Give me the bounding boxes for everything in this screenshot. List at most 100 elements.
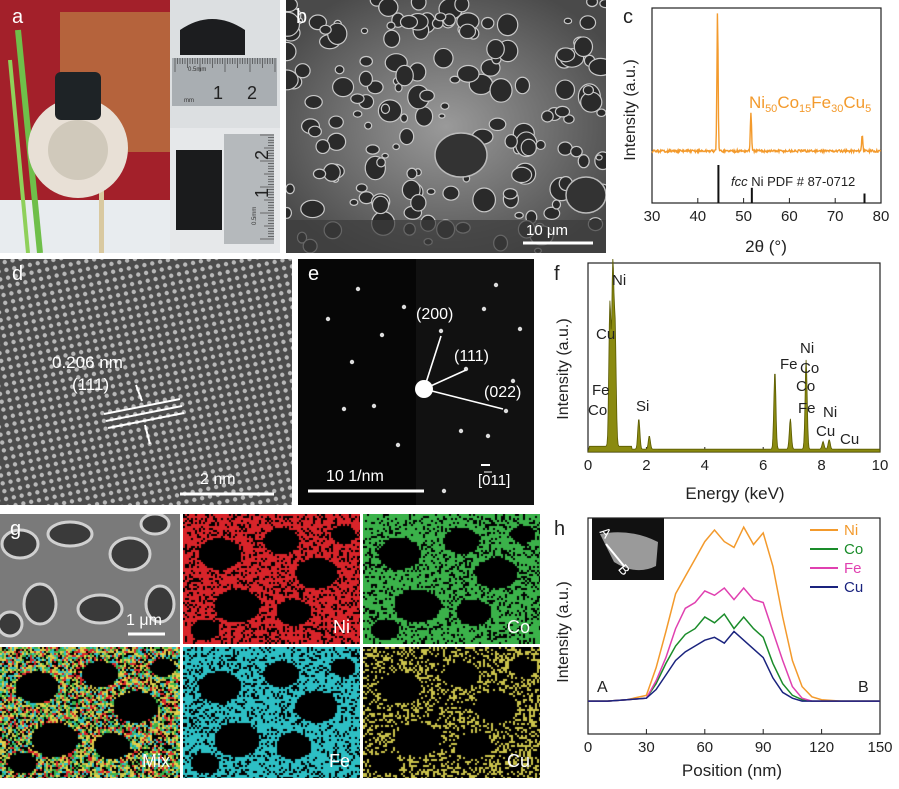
zone-axis-label: [011] bbox=[478, 472, 510, 489]
map-fe-label: Fe bbox=[328, 751, 350, 771]
spacing-arrow-top bbox=[135, 384, 143, 402]
eds-xtick-label: 8 bbox=[817, 457, 825, 474]
panel-b-sem: 10 μm b bbox=[286, 0, 606, 253]
xrd-ylabel: Intensity (a.u.) bbox=[622, 59, 639, 160]
ruler-mm-label: mm bbox=[184, 98, 194, 104]
map-ni-label: Ni bbox=[333, 617, 350, 637]
panel-label-c: c bbox=[623, 6, 633, 28]
linescan-series-cu bbox=[588, 630, 880, 702]
xrd-plot-frame bbox=[651, 7, 882, 204]
legend-label-cu: Cu bbox=[844, 579, 863, 596]
panel-h-linescan: Intensity (a.u.) Position (nm) A B A B 0… bbox=[540, 514, 899, 789]
ruler-unit-side: 0.5mm bbox=[252, 207, 258, 225]
foam-cylinder-icon bbox=[176, 150, 222, 230]
eds-spectrum bbox=[587, 259, 881, 453]
linescan-series-fe bbox=[588, 586, 880, 702]
panel-c-xrd: Intensity (a.u.) 2θ (°) Ni50Co15Fe30Cu5 … bbox=[607, 0, 899, 258]
eds-peak-label: Fe bbox=[798, 400, 816, 417]
eds-xtick-label: 2 bbox=[642, 457, 650, 474]
map-fe-pixels bbox=[183, 647, 360, 778]
eds-peak-label: Co bbox=[588, 402, 607, 419]
spacing-arrow-bottom bbox=[144, 424, 151, 445]
map-co-label: Co bbox=[506, 617, 530, 637]
linescan-xtick-label: 120 bbox=[809, 739, 834, 756]
linescan-chart: Intensity (a.u.) Position (nm) A B A B 0… bbox=[555, 517, 893, 780]
eds-xtick-label: 0 bbox=[584, 457, 592, 474]
eds-peak-label: Cu bbox=[840, 431, 859, 448]
map-cu: Cu bbox=[363, 647, 540, 778]
foam-sample-icon bbox=[55, 72, 101, 120]
legend-label-co: Co bbox=[844, 541, 863, 558]
panel-label-b: b bbox=[296, 6, 308, 28]
linescan-series-ni bbox=[588, 525, 880, 702]
legend-label-ni: Ni bbox=[844, 522, 858, 539]
eds-xtick-label: 6 bbox=[759, 457, 767, 474]
xrd-xtick-label: 60 bbox=[781, 208, 798, 225]
xrd-xtick-label: 80 bbox=[873, 208, 890, 225]
xrd-xtick-label: 50 bbox=[735, 208, 752, 225]
endpoint-b-label: B bbox=[858, 679, 869, 696]
map-co: Co bbox=[363, 514, 540, 644]
panel-a-photo: 0.5mm mm 1 2 2 1 0.5mm a bbox=[0, 0, 280, 253]
panel-label-h: h bbox=[554, 518, 566, 540]
ruler-side-2: 2 bbox=[252, 150, 272, 160]
linescan-xtick-label: 0 bbox=[584, 739, 592, 756]
eds-peak-label: Cu bbox=[816, 423, 835, 440]
eds-peak-label: Co bbox=[796, 378, 815, 395]
scalebar-e-label: 10 1/nm bbox=[326, 468, 384, 485]
panel-label-f: f bbox=[554, 263, 560, 285]
eds-peak-label: Si bbox=[636, 398, 649, 415]
spot-111-label: (111) bbox=[454, 348, 489, 365]
eds-xlabel: Energy (keV) bbox=[685, 484, 784, 503]
eds-xtick-label: 10 bbox=[872, 457, 889, 474]
eds-peak-label: Ni bbox=[823, 404, 837, 421]
xrd-series-label: Ni50Co15Fe30Cu5 bbox=[749, 93, 871, 115]
panel-e-saed: (200) (111) (022) [011] 10 1/nm e bbox=[298, 259, 534, 505]
spot-200-label: (200) bbox=[416, 306, 453, 323]
panel-g-image: 1 μm bbox=[0, 514, 180, 644]
panel-label-g: g bbox=[10, 518, 22, 540]
panel-f-eds: Intensity (a.u.) Energy (keV) 0 2 4 6 8 10 Ni C… bbox=[540, 259, 899, 507]
panel-d-hrtem: 0.206 nm (111) 2 nm d bbox=[0, 259, 292, 505]
map-mix: Mix bbox=[0, 647, 180, 778]
map-ni: Ni bbox=[183, 514, 360, 644]
foam-disk-icon bbox=[180, 19, 245, 55]
xrd-xlabel: 2θ (°) bbox=[745, 237, 787, 256]
map-co-pixels bbox=[363, 514, 540, 644]
linescan-xtick-label: 30 bbox=[638, 739, 655, 756]
xrd-series-line bbox=[651, 13, 882, 155]
linescan-xtick-label: 60 bbox=[696, 739, 713, 756]
linescan-xtick-label: 150 bbox=[867, 739, 892, 756]
linescan-xtick-label: 90 bbox=[755, 739, 772, 756]
sem-pores bbox=[286, 0, 606, 253]
ruler-top-1: 1 bbox=[213, 83, 223, 103]
xrd-xtick-label: 70 bbox=[827, 208, 844, 225]
spot-022-label: (022) bbox=[484, 384, 521, 401]
sem-holes bbox=[0, 514, 176, 638]
panel-e-image: (200) (111) (022) [011] 10 1/nm bbox=[308, 259, 534, 505]
ruler-ticks bbox=[174, 58, 276, 240]
lattice-plane-label: (111) bbox=[72, 375, 109, 394]
legend-label-fe: Fe bbox=[844, 560, 862, 577]
panel-label-e: e bbox=[308, 263, 320, 285]
eds-chart: Intensity (a.u.) Energy (keV) 0 2 4 6 8 10NiC… bbox=[555, 259, 889, 503]
eds-peak-label: Fe bbox=[780, 356, 798, 373]
diffraction-spots bbox=[325, 282, 523, 494]
map-mix-pixels bbox=[0, 647, 180, 778]
xrd-reference-label: fcc Ni PDF # 87-0712 bbox=[731, 174, 855, 189]
map-cu-pixels bbox=[363, 647, 540, 778]
eds-ylabel: Intensity (a.u.) bbox=[555, 318, 572, 419]
xrd-xtick-label: 40 bbox=[689, 208, 706, 225]
ruler-side-1: 1 bbox=[252, 188, 272, 198]
scalebar-b-label: 10 μm bbox=[526, 222, 568, 239]
xrd-xtick-label: 30 bbox=[644, 208, 661, 225]
eds-plot-frame bbox=[587, 262, 881, 453]
panel-d-image: 0.206 nm (111) 2 nm bbox=[0, 259, 292, 505]
eds-peak-label: Cu bbox=[596, 326, 615, 343]
map-ni-pixels bbox=[183, 514, 360, 644]
panel-label-d: d bbox=[12, 263, 24, 285]
ruler-top-2: 2 bbox=[247, 83, 257, 103]
linescan-ylabel: Intensity (a.u.) bbox=[555, 581, 572, 682]
lattice-spacing-label: 0.206 nm bbox=[52, 353, 123, 372]
eds-peak-label: Fe bbox=[592, 382, 610, 399]
